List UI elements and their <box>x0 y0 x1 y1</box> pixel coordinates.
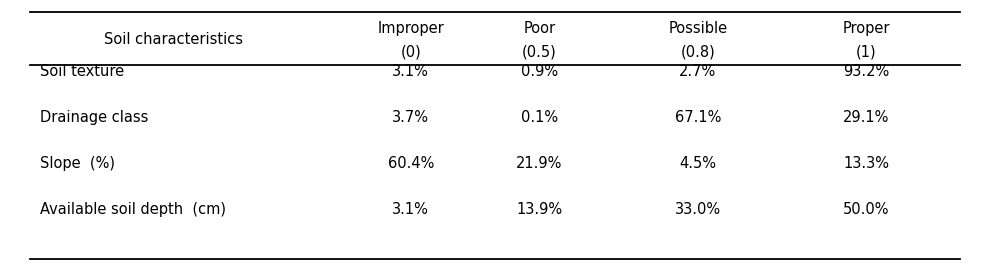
Text: Proper: Proper <box>842 21 890 36</box>
Text: Possible: Possible <box>668 21 728 36</box>
Text: Drainage class: Drainage class <box>40 110 148 125</box>
Text: (0.5): (0.5) <box>522 44 557 59</box>
Text: 13.9%: 13.9% <box>517 202 562 217</box>
Text: 3.1%: 3.1% <box>392 64 430 79</box>
Text: 93.2%: 93.2% <box>843 64 889 79</box>
Text: Improper: Improper <box>377 21 445 36</box>
Text: 21.9%: 21.9% <box>517 156 562 171</box>
Text: (0): (0) <box>401 44 421 59</box>
Text: 0.9%: 0.9% <box>521 64 558 79</box>
Text: 4.5%: 4.5% <box>679 156 717 171</box>
Text: 50.0%: 50.0% <box>843 202 889 217</box>
Text: Soil texture: Soil texture <box>40 64 124 79</box>
Text: 29.1%: 29.1% <box>843 110 889 125</box>
Text: 2.7%: 2.7% <box>679 64 717 79</box>
Text: 13.3%: 13.3% <box>843 156 889 171</box>
Text: Soil characteristics: Soil characteristics <box>104 32 243 48</box>
Text: (1): (1) <box>856 44 876 59</box>
Text: (0.8): (0.8) <box>680 44 716 59</box>
Text: Slope  (%): Slope (%) <box>40 156 115 171</box>
Text: Poor: Poor <box>524 21 555 36</box>
Text: 3.7%: 3.7% <box>392 110 430 125</box>
Text: 67.1%: 67.1% <box>675 110 721 125</box>
Text: 60.4%: 60.4% <box>388 156 434 171</box>
Text: 0.1%: 0.1% <box>521 110 558 125</box>
Text: 3.1%: 3.1% <box>392 202 430 217</box>
Text: Available soil depth  (cm): Available soil depth (cm) <box>40 202 226 217</box>
Text: 33.0%: 33.0% <box>675 202 721 217</box>
